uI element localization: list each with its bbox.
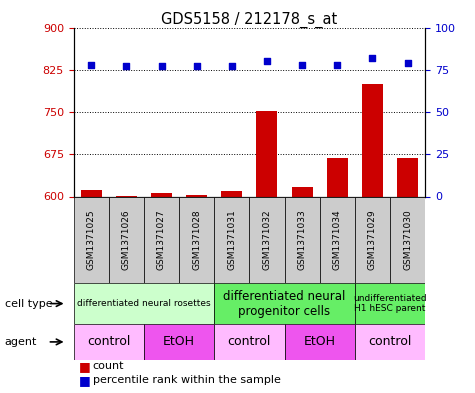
Bar — [249, 196, 285, 283]
Text: GSM1371029: GSM1371029 — [368, 209, 377, 270]
Text: EtOH: EtOH — [304, 335, 336, 349]
Bar — [256, 111, 277, 393]
Point — [369, 55, 376, 61]
Bar — [74, 324, 144, 360]
Point — [123, 63, 130, 70]
Text: GSM1371034: GSM1371034 — [333, 209, 342, 270]
Point — [263, 58, 271, 64]
Text: control: control — [228, 335, 271, 349]
Bar — [109, 196, 144, 283]
Bar — [397, 158, 418, 393]
Bar — [81, 190, 102, 393]
Bar — [390, 196, 425, 283]
Point — [404, 60, 411, 66]
Point — [333, 62, 341, 68]
Text: GSM1371033: GSM1371033 — [298, 209, 306, 270]
Point — [298, 62, 306, 68]
Bar — [214, 283, 355, 324]
Bar — [179, 196, 214, 283]
Text: GSM1371026: GSM1371026 — [122, 209, 131, 270]
Text: EtOH: EtOH — [163, 335, 195, 349]
Bar — [221, 191, 242, 393]
Text: GSM1371030: GSM1371030 — [403, 209, 412, 270]
Title: GDS5158 / 212178_s_at: GDS5158 / 212178_s_at — [161, 11, 338, 28]
Bar — [285, 324, 355, 360]
Text: ■: ■ — [78, 360, 90, 373]
Bar — [214, 196, 249, 283]
Bar — [116, 196, 137, 393]
Bar — [320, 196, 355, 283]
Bar — [355, 324, 425, 360]
Text: differentiated neural
progenitor cells: differentiated neural progenitor cells — [223, 290, 346, 318]
Text: control: control — [368, 335, 412, 349]
Text: GSM1371028: GSM1371028 — [192, 209, 201, 270]
Bar — [144, 324, 214, 360]
Bar — [355, 196, 390, 283]
Text: GSM1371025: GSM1371025 — [87, 209, 95, 270]
Text: GSM1371032: GSM1371032 — [263, 209, 271, 270]
Text: GSM1371031: GSM1371031 — [228, 209, 236, 270]
Text: agent: agent — [5, 337, 37, 347]
Text: count: count — [93, 362, 124, 371]
Text: percentile rank within the sample: percentile rank within the sample — [93, 375, 281, 385]
Text: control: control — [87, 335, 131, 349]
Bar — [327, 158, 348, 393]
Bar — [362, 84, 383, 393]
Point — [158, 63, 165, 70]
Bar — [285, 196, 320, 283]
Text: cell type: cell type — [5, 299, 52, 309]
Bar — [214, 324, 285, 360]
Bar — [74, 196, 109, 283]
Text: undifferentiated
H1 hESC parent: undifferentiated H1 hESC parent — [353, 294, 427, 313]
Bar — [292, 187, 313, 393]
Bar — [144, 196, 179, 283]
Point — [87, 62, 95, 68]
Point — [193, 63, 200, 70]
Bar — [186, 195, 207, 393]
Text: GSM1371027: GSM1371027 — [157, 209, 166, 270]
Bar — [151, 193, 172, 393]
Bar — [355, 283, 425, 324]
Text: ■: ■ — [78, 374, 90, 387]
Point — [228, 63, 236, 70]
Bar — [74, 283, 214, 324]
Text: differentiated neural rosettes: differentiated neural rosettes — [77, 299, 211, 308]
